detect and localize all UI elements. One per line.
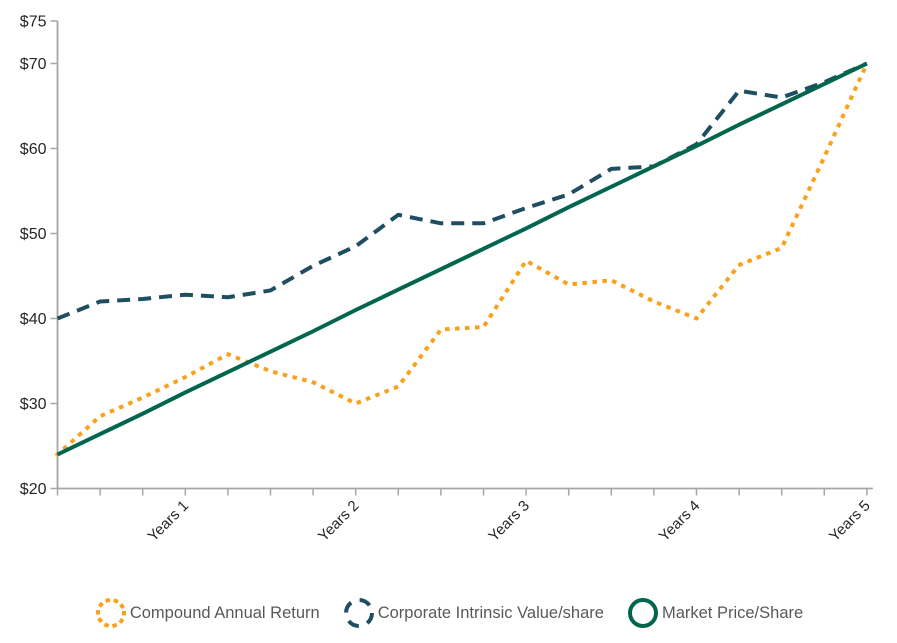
svg-text:Years 5: Years 5 (826, 497, 874, 545)
svg-text:Years 4: Years 4 (656, 497, 704, 545)
legend-label-corporate-intrinsic-value: Corporate Intrinsic Value/share (377, 603, 604, 622)
legend-item-corporate-intrinsic-value: Corporate Intrinsic Value/share (342, 596, 604, 630)
svg-text:$20: $20 (20, 481, 47, 498)
svg-text:$50: $50 (20, 226, 47, 243)
svg-text:$30: $30 (20, 396, 47, 413)
svg-text:$75: $75 (20, 14, 47, 31)
legend-item-compound-annual-return: Compound Annual Return (94, 596, 320, 630)
legend-label-compound-annual-return: Compound Annual Return (129, 603, 320, 622)
legend-label-market-price: Market Price/Share (661, 603, 804, 622)
legend-item-market-price: Market Price/Share (626, 596, 803, 630)
svg-text:$40: $40 (20, 311, 47, 328)
solid-circle-icon (627, 598, 658, 628)
svg-text:$70: $70 (20, 56, 47, 73)
svg-text:Years 3: Years 3 (485, 497, 533, 545)
dashed-circle-icon (343, 598, 374, 628)
svg-text:Years 2: Years 2 (315, 497, 363, 545)
line-chart: $75 $70 $60 $50 $40 $30 $20 Years 1 Years 2 Years… (20, 14, 874, 545)
svg-text:Years 1: Years 1 (145, 497, 193, 545)
svg-text:$60: $60 (20, 141, 47, 158)
dotted-circle-icon (95, 598, 126, 628)
chart-legend: Compound Annual Return Corporate Intrins… (0, 596, 897, 630)
